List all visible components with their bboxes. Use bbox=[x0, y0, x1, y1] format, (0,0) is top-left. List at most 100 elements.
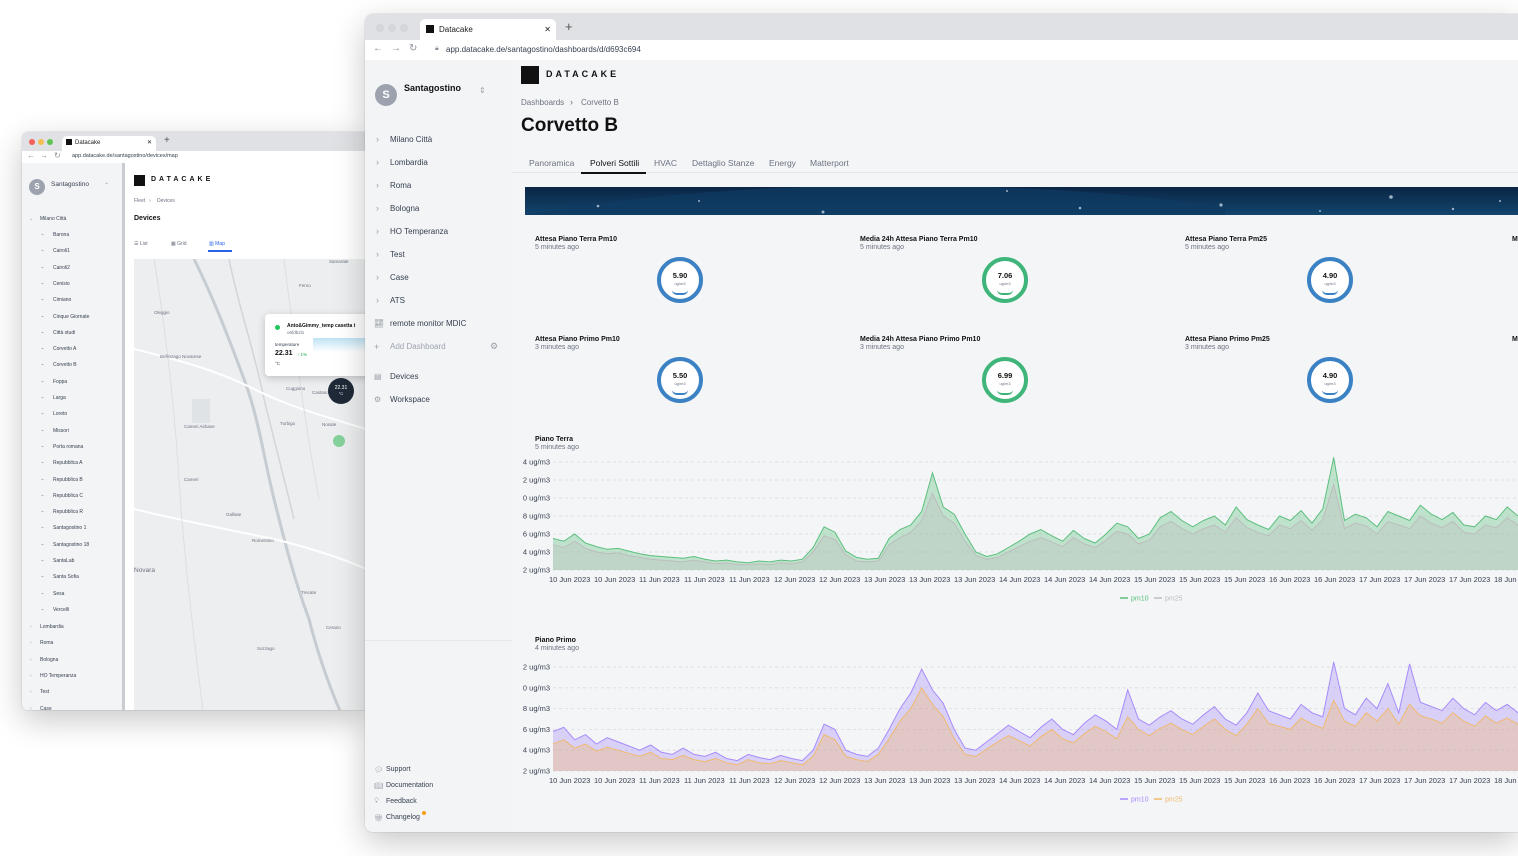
workspace-name[interactable]: Santagostino bbox=[404, 83, 462, 93]
sidebar-group[interactable]: Case bbox=[40, 705, 52, 711]
browser-tab[interactable]: Datacake ✕ bbox=[62, 136, 156, 151]
minimize-window-icon[interactable] bbox=[388, 24, 396, 32]
sidebar-item[interactable]: Milano Città bbox=[390, 135, 433, 144]
tab-dettaglio-stanze[interactable]: Dettaglio Stanze bbox=[692, 158, 755, 168]
legend-label-pm25[interactable]: pm25 bbox=[1165, 797, 1183, 804]
reload-icon[interactable]: ↻ bbox=[409, 43, 418, 54]
tab-grid[interactable]: ▦ Grid bbox=[171, 241, 187, 247]
sidebar-item[interactable]: Vercelli bbox=[53, 606, 70, 613]
sidebar-item[interactable]: Repubblica R bbox=[53, 509, 84, 516]
close-window-icon[interactable] bbox=[29, 139, 35, 145]
gear-icon[interactable]: ⚙ bbox=[490, 341, 499, 351]
map-cluster-marker[interactable] bbox=[333, 435, 345, 447]
sidebar-item[interactable]: Cinque Giornate bbox=[53, 313, 90, 320]
sidebar-item[interactable]: Sesa bbox=[53, 590, 65, 597]
breadcrumb-dashboards[interactable]: Dashboards bbox=[521, 98, 565, 107]
feedback-link[interactable]: Feedback bbox=[386, 798, 417, 805]
workspace-name[interactable]: Santagostino bbox=[51, 181, 89, 188]
breadcrumb-fleet[interactable]: Fleet bbox=[134, 198, 146, 204]
tab-hvac[interactable]: HVAC bbox=[654, 158, 677, 168]
maximize-window-icon[interactable] bbox=[47, 139, 53, 145]
workspace-switch-icon[interactable]: ⇕ bbox=[479, 86, 486, 95]
forward-icon[interactable]: → bbox=[391, 43, 401, 54]
sidebar-item[interactable]: Larga bbox=[53, 395, 66, 401]
workspace-switch-icon[interactable]: ⌃ bbox=[104, 183, 110, 189]
tab-panoramica[interactable]: Panoramica bbox=[529, 158, 575, 168]
minimize-window-icon[interactable] bbox=[38, 139, 44, 145]
map-view[interactable]: Samarate Ferno Oleggio Bellinzago Novarese C… bbox=[134, 259, 366, 710]
sidebar-item[interactable]: Loreto bbox=[53, 411, 68, 418]
reload-icon[interactable]: ↻ bbox=[54, 151, 61, 160]
sidebar-item[interactable]: Repubblica A bbox=[53, 460, 83, 467]
device-popup[interactable]: Anto&Gimmy_temp casetta t o6fdb2l1 tempe… bbox=[265, 314, 366, 376]
documentation-link[interactable]: Documentation bbox=[386, 782, 434, 789]
sidebar-item[interactable]: Case bbox=[390, 273, 409, 282]
sidebar-scrollbar[interactable] bbox=[122, 163, 125, 710]
sidebar-item[interactable]: Porta romana bbox=[53, 443, 84, 450]
tab-matterport[interactable]: Matterport bbox=[810, 158, 849, 168]
sidebar-item[interactable]: Repubblica C bbox=[53, 492, 84, 499]
back-icon[interactable]: ← bbox=[27, 151, 35, 160]
new-tab-icon[interactable]: + bbox=[164, 135, 170, 146]
sidebar-item[interactable]: Barona bbox=[53, 232, 70, 238]
tab-list[interactable]: ☰ List bbox=[134, 241, 148, 247]
sidebar-item[interactable]: Repubblica B bbox=[53, 476, 83, 483]
sidebar-item[interactable]: Corvetto B bbox=[53, 362, 77, 369]
sidebar-item[interactable]: SantaLab bbox=[53, 558, 75, 564]
breadcrumb-devices[interactable]: Devices bbox=[157, 198, 175, 204]
sidebar-item[interactable]: Missori bbox=[53, 427, 69, 434]
sidebar-group[interactable]: HO Temperanza bbox=[40, 672, 77, 679]
back-icon[interactable]: ← bbox=[373, 43, 383, 54]
tab-energy[interactable]: Energy bbox=[769, 158, 796, 168]
sidebar-group[interactable]: Lombardia bbox=[40, 624, 64, 630]
sidebar-item[interactable]: Bologna bbox=[390, 204, 420, 213]
x-tick-label: 17 Jun 2023 bbox=[1359, 776, 1400, 785]
sidebar-item[interactable]: Cenisio bbox=[53, 280, 70, 287]
add-dashboard-button[interactable]: Add Dashboard bbox=[390, 342, 446, 351]
sidebar-item[interactable]: Santagostino 18 bbox=[53, 541, 90, 548]
sidebar-item[interactable]: Cairoli2 bbox=[53, 264, 70, 271]
sidebar-item[interactable]: Foppa bbox=[53, 378, 68, 385]
series-line-pm10[interactable] bbox=[552, 661, 1518, 762]
sidebar-item[interactable]: Santa Sofia bbox=[53, 574, 79, 581]
sidebar-item[interactable]: Roma bbox=[390, 181, 412, 190]
sidebar-item-devices[interactable]: Devices bbox=[390, 372, 419, 381]
support-link[interactable]: Support bbox=[386, 766, 411, 773]
new-tab-icon[interactable]: + bbox=[565, 19, 573, 34]
x-tick-label: 13 Jun 2023 bbox=[954, 575, 995, 584]
legend-label-pm25[interactable]: pm25 bbox=[1165, 596, 1183, 603]
sidebar-group[interactable]: Bologna bbox=[40, 656, 59, 663]
sidebar-item-workspace[interactable]: Workspace bbox=[390, 395, 430, 404]
sidebar-item[interactable]: Città studi bbox=[53, 329, 76, 336]
sidebar-item[interactable]: Test bbox=[390, 250, 405, 259]
tab-polveri-sottili[interactable]: Polveri Sottili bbox=[590, 158, 640, 168]
sidebar-item[interactable]: Santagostino 1 bbox=[53, 525, 87, 532]
series-line-pm10[interactable] bbox=[552, 457, 1518, 564]
gauge-unit: ug/m3 bbox=[999, 281, 1011, 286]
series-line-pm25[interactable] bbox=[552, 686, 1518, 766]
map-marker[interactable]: 22.31 °C bbox=[328, 378, 354, 404]
sidebar-item[interactable]: Lombardia bbox=[390, 158, 428, 167]
changelog-link[interactable]: Changelog bbox=[386, 814, 420, 821]
forward-icon[interactable]: → bbox=[40, 151, 48, 160]
sidebar-item[interactable]: Cairoli1 bbox=[53, 248, 70, 255]
sidebar-item[interactable]: Corvetto A bbox=[53, 346, 77, 353]
sidebar-item[interactable]: Cimiano bbox=[53, 297, 72, 304]
close-window-icon[interactable] bbox=[376, 24, 384, 32]
legend-label-pm10[interactable]: pm10 bbox=[1131, 797, 1149, 804]
series-line-pm25[interactable] bbox=[552, 482, 1518, 566]
legend-label-pm10[interactable]: pm10 bbox=[1131, 596, 1149, 603]
browser-tab[interactable]: Datacake ✕ bbox=[420, 19, 556, 40]
tab-close-icon[interactable]: ✕ bbox=[544, 25, 551, 34]
sidebar-item[interactable]: HO Temperanza bbox=[390, 227, 449, 236]
url-input[interactable]: app.datacake.de/santagostino/devices/map bbox=[72, 153, 178, 159]
tab-map[interactable]: ▥ Map bbox=[209, 241, 225, 247]
maximize-window-icon[interactable] bbox=[400, 24, 408, 32]
sidebar-item[interactable]: ATS bbox=[390, 296, 405, 305]
sidebar-group[interactable]: Test bbox=[40, 689, 50, 696]
sidebar-item-remote-monitor[interactable]: remote monitor MDIC bbox=[390, 319, 467, 328]
sidebar-group-milano[interactable]: Milano Città bbox=[40, 216, 67, 222]
tab-close-icon[interactable]: ✕ bbox=[146, 140, 152, 146]
url-input[interactable]: app.datacake.de/santagostino/dashboards/… bbox=[446, 45, 641, 54]
sidebar-group[interactable]: Roma bbox=[40, 640, 54, 647]
